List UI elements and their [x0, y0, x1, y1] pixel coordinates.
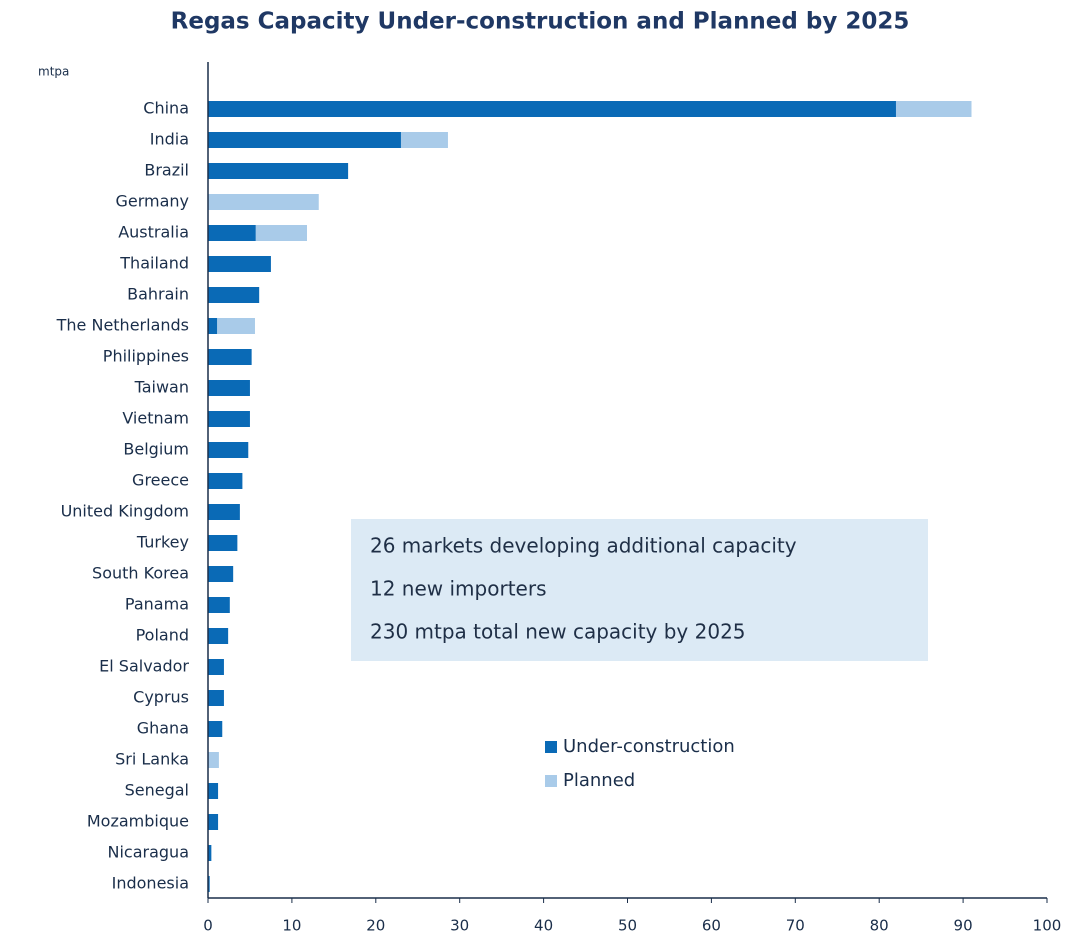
x-tick-label: 30 — [450, 917, 469, 935]
y-tick-label: Turkey — [136, 533, 189, 552]
x-tick-label: 100 — [1033, 917, 1062, 935]
bar-segment — [208, 535, 238, 551]
bar-segment — [208, 876, 210, 892]
bar-segment — [208, 783, 219, 799]
y-tick-label: Poland — [136, 626, 189, 645]
bar-segment — [217, 318, 255, 334]
y-tick-label: China — [143, 99, 189, 118]
bar-segment — [208, 318, 218, 334]
y-tick-label: Indonesia — [112, 874, 189, 893]
bar-segment — [208, 225, 256, 241]
y-tick-label: Greece — [132, 471, 189, 490]
bar-segment — [208, 473, 243, 489]
x-tick-label: 80 — [870, 917, 889, 935]
bar-segment — [208, 814, 219, 830]
bar-segment — [208, 380, 250, 396]
y-tick-label: United Kingdom — [61, 502, 189, 521]
y-tick-label: South Korea — [92, 564, 189, 583]
annotation: 12 new importers — [370, 577, 546, 601]
y-tick-label: Belgium — [123, 440, 189, 459]
legend-label: Under-construction — [563, 736, 735, 757]
y-tick-label: Taiwan — [134, 378, 189, 397]
bar-segment — [208, 256, 271, 272]
bar-segment — [208, 659, 224, 675]
unit-label: mtpa — [38, 65, 69, 79]
bar-segment — [208, 566, 234, 582]
bar-segment — [208, 597, 230, 613]
y-tick-label: Ghana — [137, 719, 189, 738]
x-tick-label: 0 — [203, 917, 213, 935]
y-tick-label: Australia — [118, 223, 189, 242]
legend-swatch — [545, 775, 557, 787]
annotation: 230 mtpa total new capacity by 2025 — [370, 620, 746, 644]
legend-swatch — [545, 741, 557, 753]
bar-segment — [208, 194, 319, 210]
y-tick-label: Philippines — [103, 347, 189, 366]
bar-segment — [208, 690, 224, 706]
y-tick-label: Senegal — [125, 781, 189, 800]
x-tick-label: 90 — [954, 917, 973, 935]
legend-label: Planned — [563, 770, 635, 791]
x-tick-label: 50 — [618, 917, 637, 935]
x-tick-label: 60 — [702, 917, 721, 935]
y-tick-label: Brazil — [144, 161, 189, 180]
bar-segment — [208, 411, 250, 427]
y-tick-label: Bahrain — [127, 285, 189, 304]
bar-segment — [208, 163, 349, 179]
y-tick-label: Sri Lanka — [115, 750, 189, 769]
x-tick-label: 10 — [282, 917, 301, 935]
y-tick-label: Mozambique — [87, 812, 189, 831]
y-tick-label: Nicaragua — [108, 843, 190, 862]
x-tick-label: 70 — [786, 917, 805, 935]
bar-segment — [208, 287, 260, 303]
bar-segment — [208, 752, 219, 768]
y-tick-label: Panama — [125, 595, 189, 614]
chart-title: Regas Capacity Under-construction and Pl… — [171, 9, 910, 35]
y-tick-label: Thailand — [119, 254, 189, 273]
bar-segment — [895, 101, 972, 117]
bar-segment — [208, 132, 401, 148]
y-tick-label: Germany — [115, 192, 189, 211]
bar-segment — [208, 628, 229, 644]
bar-segment — [208, 442, 249, 458]
x-tick-label: 20 — [366, 917, 385, 935]
x-tick-label: 40 — [534, 917, 553, 935]
y-tick-label: India — [150, 130, 189, 149]
bar-segment — [208, 349, 252, 365]
bar-segment — [208, 845, 212, 861]
bar-segment — [400, 132, 448, 148]
annotation-box — [351, 519, 928, 661]
bar-segment — [208, 504, 240, 520]
y-tick-label: Vietnam — [122, 409, 189, 428]
bar-segment — [208, 721, 223, 737]
bar-segment — [208, 101, 896, 117]
y-tick-label: El Salvador — [99, 657, 189, 676]
bar-segment — [255, 225, 308, 241]
y-tick-label: The Netherlands — [56, 316, 189, 335]
annotation: 26 markets developing additional capacit… — [370, 534, 797, 558]
y-tick-label: Cyprus — [133, 688, 189, 707]
